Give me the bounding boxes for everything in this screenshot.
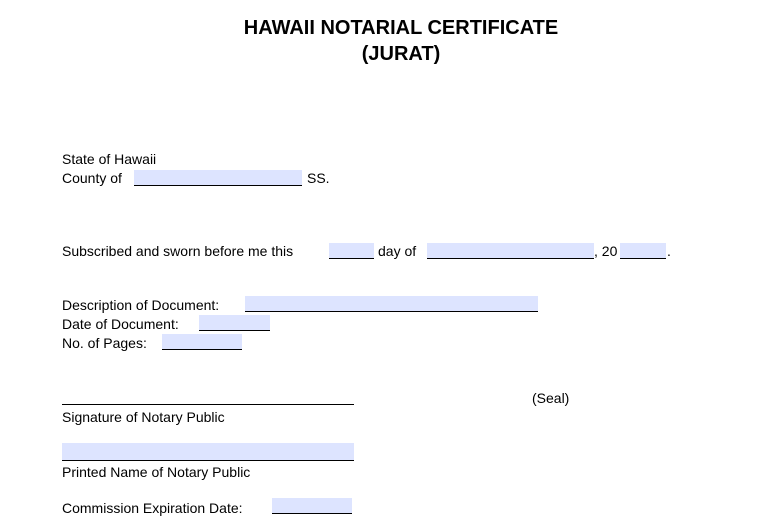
description-field[interactable] (245, 296, 538, 312)
printed-name-label: Printed Name of Notary Public (62, 464, 251, 480)
title-line-2: (JURAT) (361, 43, 441, 65)
date-of-document-label: Date of Document: (62, 316, 179, 332)
title-line-1: HAWAII NOTARIAL CERTIFICATE (243, 17, 559, 39)
commission-field[interactable] (272, 498, 352, 514)
period: . (667, 243, 671, 259)
seal-label: (Seal) (532, 390, 570, 406)
year-field[interactable] (620, 243, 666, 259)
county-field[interactable] (134, 170, 302, 186)
county-label: County of (62, 170, 122, 186)
date-of-document-field[interactable] (199, 315, 270, 331)
commission-label: Commission Expiration Date: (62, 500, 243, 516)
ss-label: SS. (307, 170, 330, 186)
signature-label: Signature of Notary Public (62, 409, 225, 425)
year-prefix-label: , 20 (594, 243, 618, 259)
sworn-label: Subscribed and sworn before me this (62, 243, 294, 259)
description-label: Description of Document: (62, 297, 220, 313)
signature-line[interactable] (62, 404, 354, 405)
pages-label: No. of Pages: (62, 335, 147, 351)
pages-field[interactable] (162, 334, 242, 350)
day-field[interactable] (329, 243, 374, 259)
printed-name-field[interactable] (62, 443, 354, 461)
day-of-label: day of (378, 243, 417, 259)
state-label: State of Hawaii (62, 151, 157, 167)
month-field[interactable] (427, 243, 594, 259)
